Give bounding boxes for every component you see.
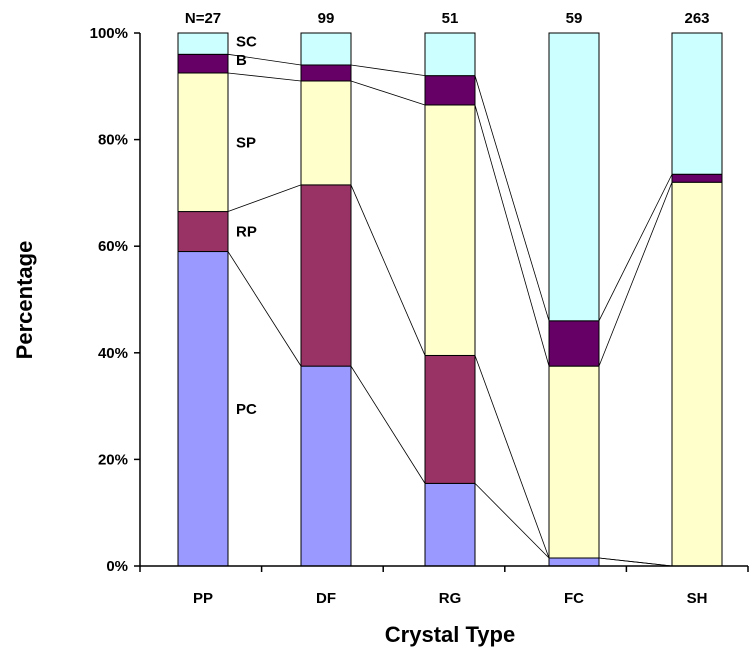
bar-pp-sc xyxy=(177,32,229,55)
connector-line xyxy=(474,355,550,559)
bar-pp-rp xyxy=(177,211,229,253)
bar-rg-sp xyxy=(424,104,476,356)
bar-pp-sp xyxy=(177,72,229,213)
segment-label-b: B xyxy=(236,52,247,69)
bar-sh-sp xyxy=(671,181,723,567)
bar-fc-b xyxy=(548,320,600,367)
x-tick-label: RG xyxy=(439,590,462,607)
connector-line xyxy=(227,53,302,66)
y-tick-label: 80% xyxy=(98,132,128,149)
segment-labels: PC RP SP B SC xyxy=(236,33,257,417)
count-label: 263 xyxy=(684,10,709,27)
connector-line xyxy=(598,174,673,321)
bar-df-sp xyxy=(300,80,352,186)
y-ticks: 0% 20% 40% 60% 80% 100% xyxy=(90,25,140,575)
bar-fc-sp xyxy=(548,365,600,559)
segment-label-sc: SC xyxy=(236,33,257,50)
connector-line xyxy=(350,64,426,77)
x-tick-label: PP xyxy=(193,590,213,607)
x-tick-label: SH xyxy=(687,590,708,607)
sample-counts: N=27 99 51 59 263 xyxy=(185,10,710,27)
bars xyxy=(177,32,723,567)
y-tick-label: 0% xyxy=(106,558,128,575)
x-tick-label: DF xyxy=(316,590,336,607)
bar-rg-b xyxy=(424,75,476,106)
count-label: 59 xyxy=(566,10,583,27)
y-tick-label: 20% xyxy=(98,451,128,468)
connector-line xyxy=(598,182,673,367)
segment-label-rp: RP xyxy=(236,224,257,241)
connector-line xyxy=(227,184,302,212)
bar-df-sc xyxy=(300,32,352,66)
bar-pp-b xyxy=(177,53,229,74)
segment-label-sp: SP xyxy=(236,134,256,151)
bar-pp-pc xyxy=(177,251,229,567)
connector-line xyxy=(227,251,302,367)
connector-line xyxy=(474,104,550,367)
axes xyxy=(139,33,748,567)
bar-sh-b xyxy=(671,173,723,183)
connector-line xyxy=(598,557,673,567)
connector-line xyxy=(474,483,550,559)
connector-line xyxy=(227,72,302,82)
bar-df-rp xyxy=(300,184,352,367)
x-tick-label: FC xyxy=(564,590,584,607)
x-axis-title: Crystal Type xyxy=(385,622,515,647)
x-ticks: PP DF RG FC SH xyxy=(139,566,749,607)
y-tick-label: 40% xyxy=(98,345,128,362)
bar-fc-pc xyxy=(548,557,600,567)
bar-rg-sc xyxy=(424,32,476,77)
bar-fc-sc xyxy=(548,32,600,322)
count-label: 99 xyxy=(318,10,335,27)
bar-rg-rp xyxy=(424,354,476,484)
segment-label-pc: PC xyxy=(236,401,257,418)
bar-rg-pc xyxy=(424,482,476,567)
connector-line xyxy=(350,80,426,106)
bar-sh-sc xyxy=(671,32,723,175)
count-label: 51 xyxy=(442,10,459,27)
connector-line xyxy=(350,365,426,484)
bar-df-b xyxy=(300,64,352,82)
y-tick-label: 100% xyxy=(90,25,128,42)
connector-lines xyxy=(227,53,673,567)
connector-line xyxy=(350,184,426,356)
y-tick-label: 60% xyxy=(98,238,128,255)
y-axis-title: Percentage xyxy=(12,241,37,360)
connector-line xyxy=(474,75,550,321)
count-label: N=27 xyxy=(185,10,221,27)
bar-df-pc xyxy=(300,365,352,567)
